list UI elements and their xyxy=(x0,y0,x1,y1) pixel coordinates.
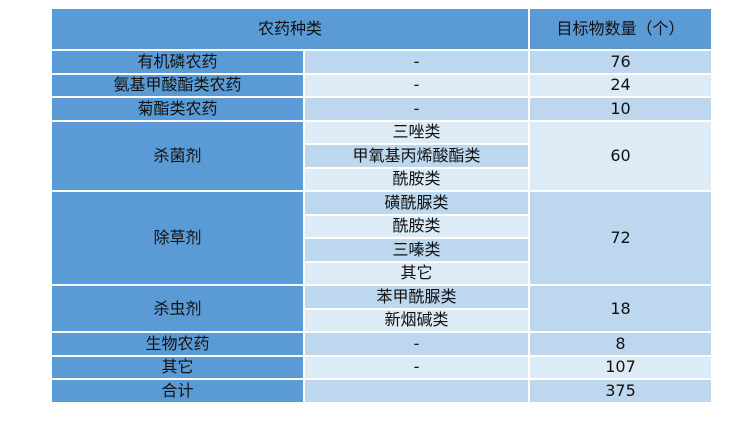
subcategory-cell: - xyxy=(302,96,531,122)
subcategory-cell: 三嗪类 xyxy=(302,237,531,263)
subcategory-cell: 其它 xyxy=(302,260,531,286)
table-row: 菊酯类农药 - 10 xyxy=(50,96,714,122)
count-cell: 10 xyxy=(528,96,714,122)
count-cell: 107 xyxy=(528,354,714,380)
table-row: 三嗪类 xyxy=(51,237,712,263)
count-cell: 18 xyxy=(528,284,714,333)
subcategory-cell: 酰胺类 xyxy=(302,213,531,239)
pesticide-table: 农药种类 目标物数量（个） 有机磷农药 - 76 氨基甲酸酯类农药 - 24 菊… xyxy=(49,7,714,404)
subcategory-cell: 苯甲酰脲类 xyxy=(302,284,531,310)
count-cell: 8 xyxy=(528,331,714,357)
total-label: 合计 xyxy=(50,378,305,404)
total-row: 合计 375 xyxy=(50,378,714,404)
table-row: 酰胺类 xyxy=(51,166,712,192)
count-cell: 72 xyxy=(528,190,714,286)
table-row: 有机磷农药 - 76 xyxy=(50,49,714,75)
subcategory-cell: - xyxy=(302,331,531,357)
category-cell: 生物农药 xyxy=(50,331,305,357)
count-cell: 76 xyxy=(528,49,714,75)
header-count: 目标物数量（个） xyxy=(528,7,714,51)
category-cell: 氨基甲酸酯类农药 xyxy=(50,72,305,98)
category-cell: 杀菌剂 xyxy=(50,119,305,192)
subcategory-cell: 三唑类 xyxy=(302,119,531,145)
category-cell: 杀虫剂 xyxy=(50,284,305,333)
category-cell: 除草剂 xyxy=(50,190,305,286)
table-row: 生物农药 - 8 xyxy=(50,331,714,357)
count-cell: 24 xyxy=(528,72,714,98)
table-row: 氨基甲酸酯类农药 - 24 xyxy=(50,72,714,98)
subcategory-cell: - xyxy=(302,49,531,75)
category-cell: 其它 xyxy=(50,354,305,380)
header-category: 农药种类 xyxy=(49,7,531,51)
subcategory-cell xyxy=(302,378,531,404)
table-row: 甲氧基丙烯酸酯类 xyxy=(51,143,712,169)
count-cell: 60 xyxy=(528,119,714,192)
subcategory-cell: - xyxy=(302,72,531,98)
subcategory-cell: 新烟碱类 xyxy=(302,307,531,333)
table-row: 杀菌剂 三唑类 60 xyxy=(50,119,714,192)
total-count: 375 xyxy=(528,378,714,404)
table-row: 酰胺类 xyxy=(51,213,712,239)
subcategory-cell: 酰胺类 xyxy=(302,166,531,192)
subcategory-cell: - xyxy=(302,354,531,380)
table-row: 杀虫剂 苯甲酰脲类 18 xyxy=(50,284,714,333)
table-row: 除草剂 磺酰脲类 72 xyxy=(50,190,714,286)
table-row: 其它 - 107 xyxy=(50,354,714,380)
header-row: 农药种类 目标物数量（个） xyxy=(49,7,714,51)
subcategory-cell: 甲氧基丙烯酸酯类 xyxy=(302,143,531,169)
category-cell: 有机磷农药 xyxy=(50,49,305,75)
category-cell: 菊酯类农药 xyxy=(50,96,305,122)
subcategory-cell: 磺酰脲类 xyxy=(302,190,531,216)
